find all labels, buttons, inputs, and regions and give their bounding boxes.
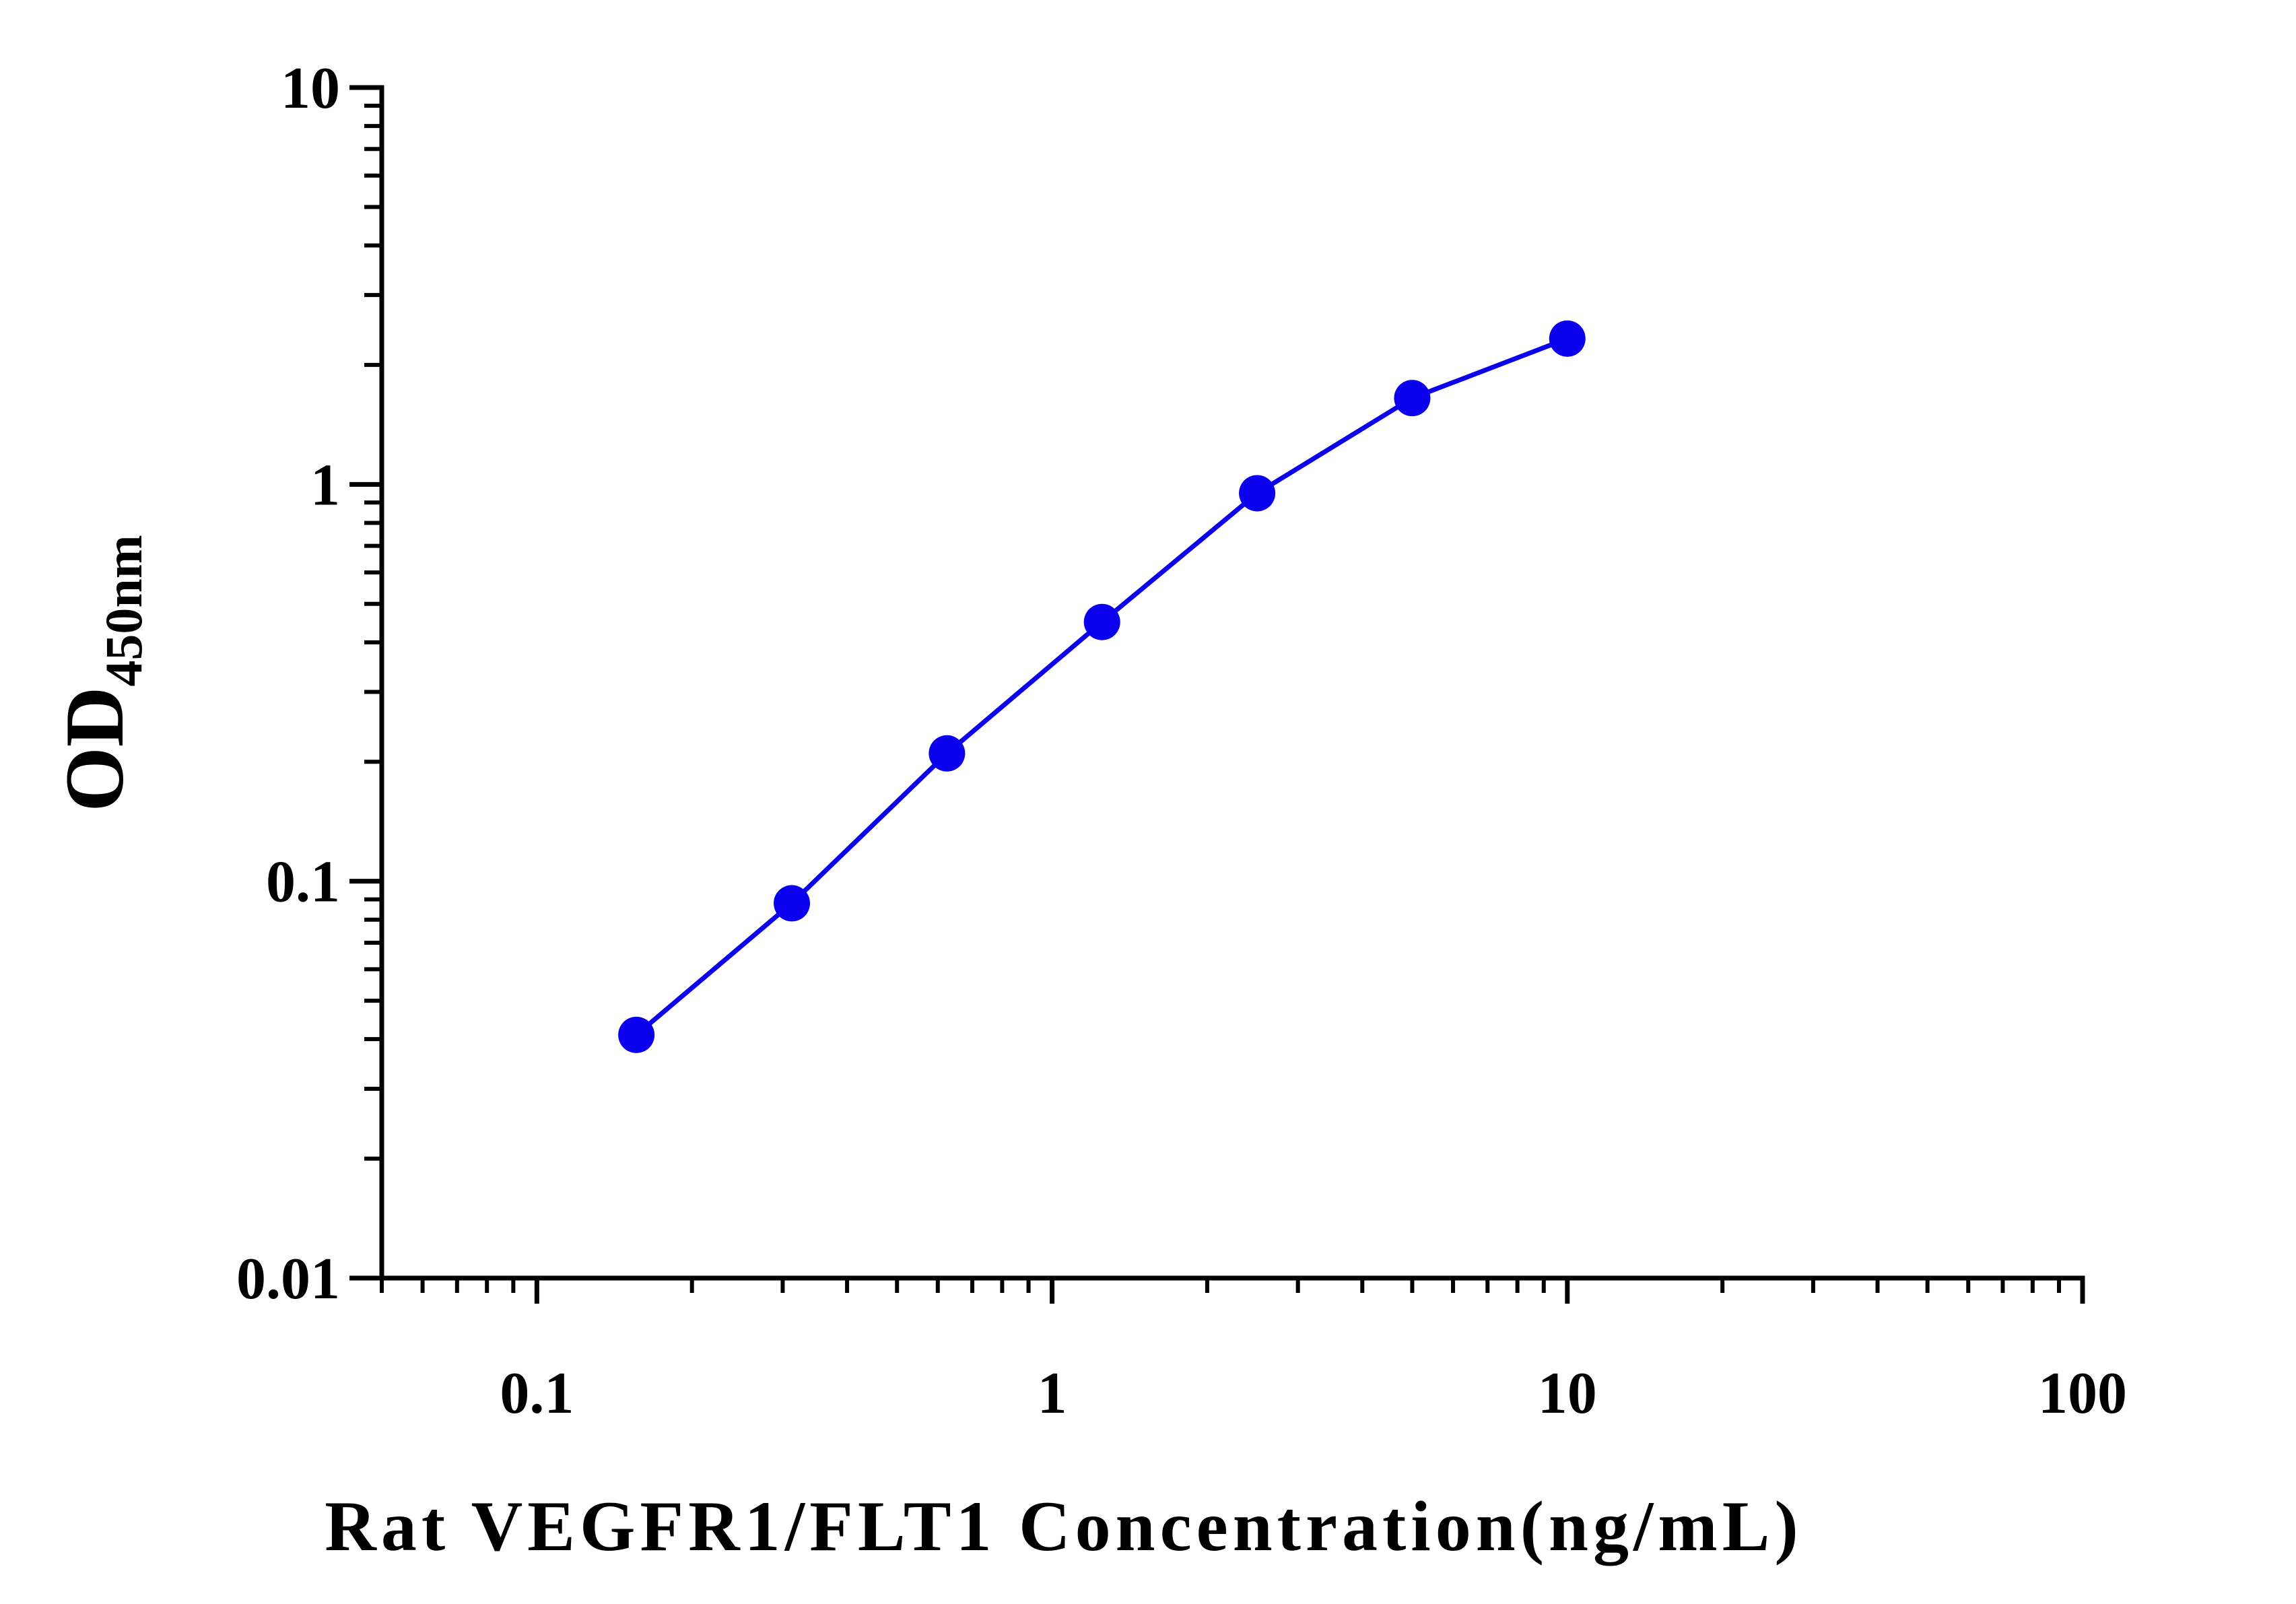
y-axis-major-ticks xyxy=(349,85,382,1281)
x-tick-label-10: 10 xyxy=(1538,1361,1597,1426)
series-line-group xyxy=(618,320,1586,1053)
series-points xyxy=(618,320,1586,1053)
y-tick-label-10: 10 xyxy=(281,56,340,121)
x-tick-label-100: 100 xyxy=(2038,1361,2127,1426)
data-point-4 xyxy=(1083,603,1120,640)
x-tick-label-0.1: 0.1 xyxy=(500,1361,574,1426)
data-point-5 xyxy=(1239,475,1276,512)
series-line xyxy=(634,336,1569,1037)
data-point-2 xyxy=(774,885,811,922)
y-tick-label-1: 1 xyxy=(310,453,340,518)
data-point-6 xyxy=(1394,380,1431,417)
y-axis-minor-ticks xyxy=(364,103,382,1161)
y-axis-title-subscript: 450nm xyxy=(94,535,153,686)
y-tick-label-0.1: 0.1 xyxy=(266,850,340,915)
data-point-7 xyxy=(1549,320,1586,357)
x-axis-tick-labels: 0.1 1 10 100 xyxy=(500,1361,2127,1426)
y-axis-title: OD450nm xyxy=(48,535,153,811)
data-point-1 xyxy=(618,1016,655,1053)
y-axis-title-main: OD xyxy=(48,687,141,812)
y-tick-label-0.01: 0.01 xyxy=(236,1246,340,1312)
x-axis-title: Rat VEGFR1/FLT1 Concentration(ng/mL) xyxy=(325,1487,1802,1566)
x-tick-label-1: 1 xyxy=(1038,1361,1067,1426)
data-point-3 xyxy=(928,735,966,772)
y-axis-tick-labels: 0.01 0.1 1 10 xyxy=(236,56,340,1312)
x-axis-major-ticks xyxy=(534,1278,2085,1304)
x-axis-minor-ticks xyxy=(380,1278,2061,1293)
